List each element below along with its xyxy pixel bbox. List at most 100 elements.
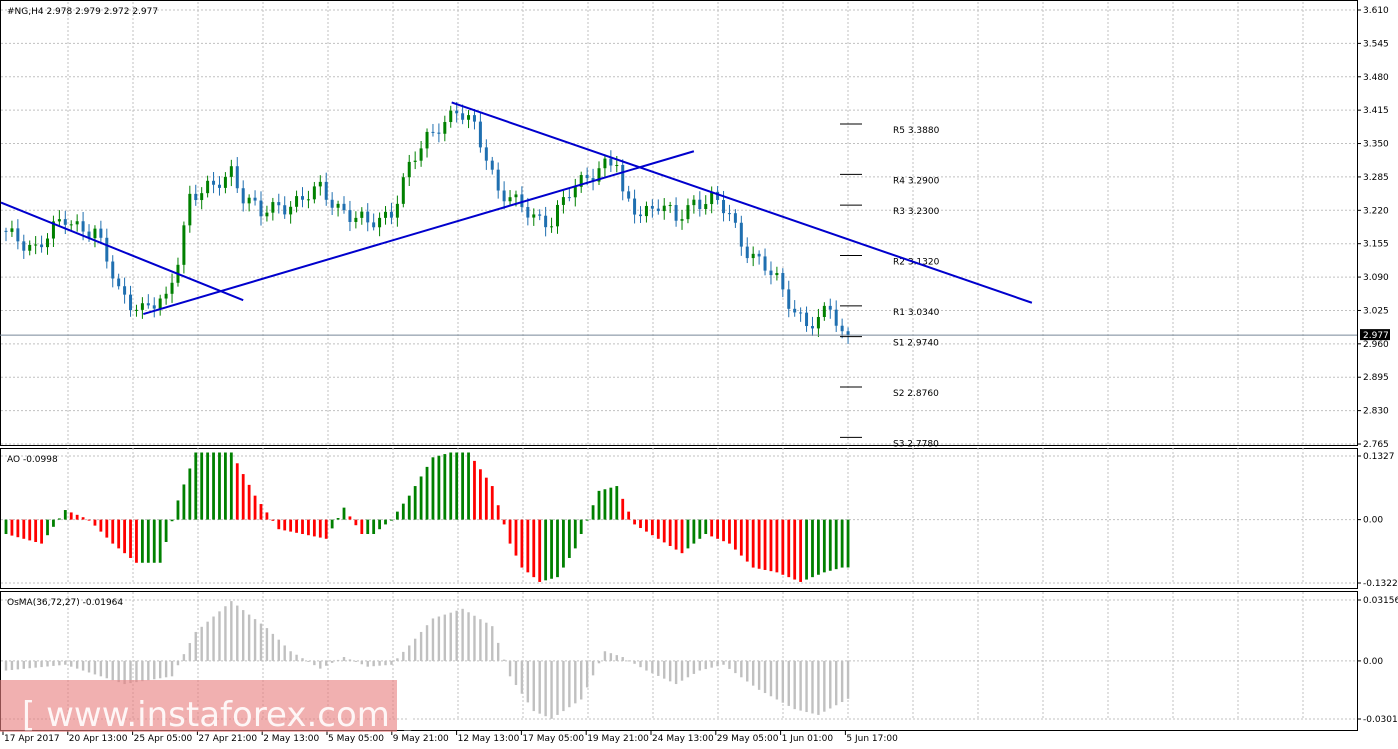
trendlines[interactable] [0,101,1033,316]
osma-bar [615,655,618,661]
osma-bar [485,622,488,661]
ao-panel-frame [0,448,1358,589]
osma-bar [348,659,352,661]
x-tick-label: 19 May 21:00 [587,734,649,744]
candle-body [354,217,358,222]
osma-bar [277,639,280,661]
osma-bar [123,660,126,685]
x-tick-label: 1 Jun 01:00 [782,734,834,744]
ao-bar [324,519,328,539]
candle-body [105,237,109,262]
ao-bar [152,519,156,563]
ao-bar [283,519,287,531]
y-tick-label: 2.960 [1363,340,1389,350]
candle-body [467,115,471,120]
candle-body [846,331,850,336]
osma-bar [823,660,826,712]
candle-body [140,303,144,310]
current-price-label: 2.977 [1363,331,1389,341]
osma-bar [34,660,37,668]
candle-body [555,204,559,227]
osma-bar [28,660,31,669]
ao-bar [656,519,660,539]
candle-body [502,190,506,202]
ao-bar [811,519,814,578]
ao-bar [140,519,144,563]
osma-bar [562,660,565,712]
osma-bar [81,660,85,671]
ao-bar [710,519,714,537]
osma-bar [188,643,192,661]
candle-body [520,194,524,208]
ao-bar [158,519,162,563]
osma-bar [289,651,292,661]
ao-bar [479,469,482,520]
candle-body [763,256,767,271]
candle-body [123,286,127,295]
y-tick-label: 2.765 [1363,440,1389,450]
candle-body [828,305,832,310]
ao-bar [271,519,275,521]
candle-body [769,270,773,276]
x-tick-label: 24 May 13:00 [652,734,714,744]
ao-bar [781,519,785,575]
ao-bar [567,519,571,558]
candle-body [443,122,447,134]
osma-bar [58,660,61,666]
candle-body [585,175,589,179]
candle-body [81,221,85,232]
x-tick-label: 29 May 05:00 [717,734,779,744]
ao-bar [10,519,14,536]
ao-bar [229,452,233,520]
ao-bar [639,519,642,529]
osma-bar [829,660,832,709]
ao-bar [318,519,322,538]
candle-body [727,213,731,215]
pivot-level-label: R1 3.0340 [893,308,940,318]
ao-bar [407,495,411,520]
osma-bar [336,659,340,661]
candle-body [437,132,441,134]
x-tick-label: 25 Apr 05:00 [134,734,193,744]
ao-bar [526,519,530,573]
candle-body [152,305,156,309]
candle-body [704,204,708,210]
candle-body [212,180,216,185]
ao-bar [716,519,719,539]
candle-body [787,289,791,309]
ao-bar [603,489,607,520]
candle-body [591,178,595,182]
y-tick-label: 0.00 [1363,516,1383,526]
ao-bar [354,519,358,526]
ao-bar [135,519,138,563]
candle-body [283,205,287,215]
candle-body [449,110,453,123]
ao-bar [241,474,245,520]
ao-bar [514,519,518,556]
y-tick-label: 2.830 [1363,407,1389,417]
osma-bar [787,660,790,706]
y-tick-label: 3.350 [1363,140,1389,150]
ao-bar [751,519,755,568]
candle-body [366,211,370,223]
osma-bar [663,660,666,679]
candle-body [99,228,103,238]
ao-bar [496,505,500,520]
ao-bar [573,519,577,549]
osma-bar [182,654,186,661]
candle-body [69,224,73,226]
ao-histogram [4,452,850,582]
ao-bar [668,519,672,546]
candle-body [650,205,654,209]
candle-body [840,325,844,332]
ao-bar [763,519,767,570]
candle-body [455,110,459,114]
osma-bar [467,612,470,661]
candle-body [10,228,14,232]
ao-bar [200,452,204,520]
osma-bar [135,660,138,683]
osma-bar [657,660,660,676]
